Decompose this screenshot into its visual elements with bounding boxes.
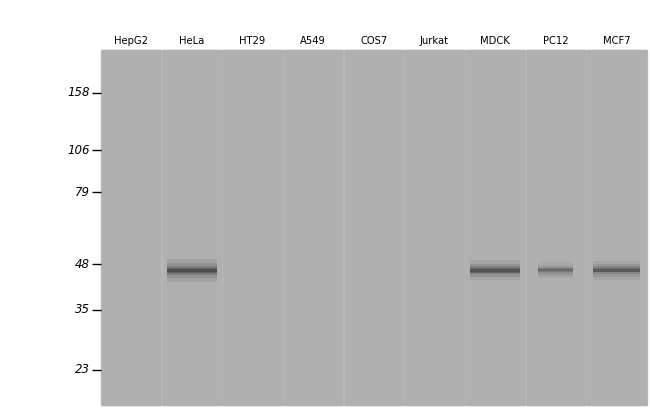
Bar: [593, 267, 640, 274]
Bar: [538, 268, 573, 272]
Text: MCF7: MCF7: [603, 36, 630, 46]
Text: 158: 158: [67, 86, 90, 99]
Text: 23: 23: [75, 363, 90, 377]
Bar: [167, 268, 216, 273]
Bar: [406, 50, 463, 405]
Bar: [167, 269, 216, 272]
Text: 35: 35: [75, 303, 90, 316]
Bar: [167, 266, 216, 275]
Bar: [538, 262, 573, 278]
Bar: [588, 50, 645, 405]
Bar: [224, 50, 281, 405]
Bar: [471, 266, 520, 274]
Bar: [471, 260, 520, 280]
Bar: [284, 50, 342, 405]
Bar: [538, 265, 573, 276]
Bar: [102, 50, 160, 405]
Bar: [344, 50, 403, 405]
Text: HepG2: HepG2: [114, 36, 148, 46]
Text: 48: 48: [75, 257, 90, 270]
Text: 79: 79: [75, 186, 90, 199]
Bar: [538, 269, 573, 271]
Text: PC12: PC12: [543, 36, 569, 46]
Bar: [471, 269, 520, 272]
Bar: [167, 263, 216, 278]
Bar: [466, 50, 524, 405]
Bar: [593, 261, 640, 280]
Bar: [593, 264, 640, 277]
Bar: [471, 264, 520, 277]
Text: Jurkat: Jurkat: [420, 36, 449, 46]
Bar: [593, 268, 640, 273]
Text: HT29: HT29: [239, 36, 266, 46]
Bar: [538, 267, 573, 273]
Text: 106: 106: [67, 144, 90, 157]
Bar: [101, 50, 647, 405]
Text: MDCK: MDCK: [480, 36, 510, 46]
Text: A549: A549: [300, 36, 326, 46]
Bar: [167, 259, 216, 282]
Bar: [162, 50, 221, 405]
Text: COS7: COS7: [360, 36, 387, 46]
Text: HeLa: HeLa: [179, 36, 204, 46]
Bar: [526, 50, 585, 405]
Bar: [593, 269, 640, 272]
Bar: [471, 268, 520, 273]
